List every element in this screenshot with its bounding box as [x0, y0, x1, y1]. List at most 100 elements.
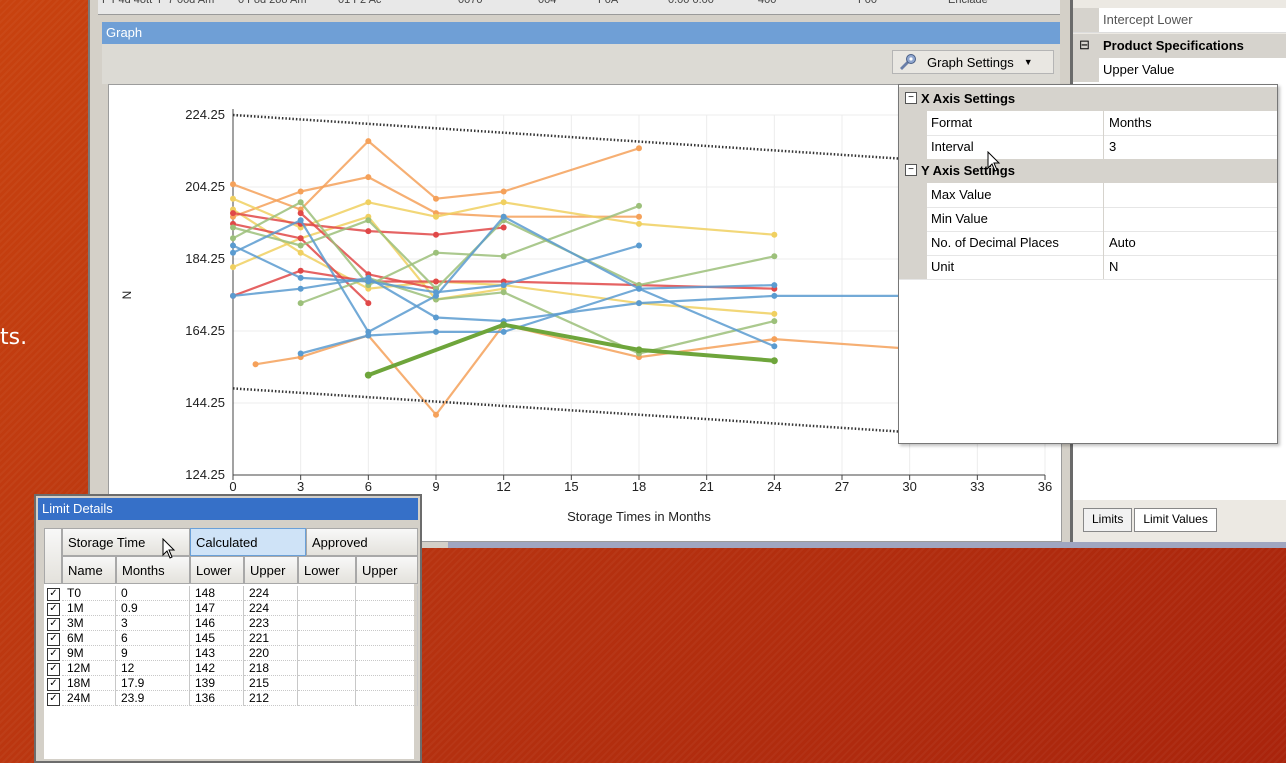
- cell-calc-lower[interactable]: 147: [190, 601, 244, 616]
- cell-appr-upper[interactable]: [356, 586, 418, 601]
- prop-row-intercept-lower[interactable]: Intercept Lower: [1073, 8, 1286, 33]
- cell-appr-upper[interactable]: [356, 601, 418, 616]
- cell-calc-upper[interactable]: 212: [244, 691, 298, 706]
- cell-appr-lower[interactable]: [298, 586, 356, 601]
- prop-row-interval[interactable]: Interval 3: [899, 135, 1277, 160]
- column-header-months[interactable]: Months: [116, 556, 190, 584]
- category-y-axis-settings[interactable]: − Y Axis Settings: [899, 159, 1277, 183]
- row-checkbox[interactable]: ✓: [47, 693, 60, 706]
- strip-cell: 0.00 0.00: [668, 0, 714, 6]
- unit-value[interactable]: N: [1109, 259, 1119, 274]
- group-header-calculated[interactable]: Calculated: [190, 528, 306, 556]
- collapse-toggle-icon[interactable]: ⊟: [1079, 37, 1090, 52]
- cell-months[interactable]: 0.9: [116, 601, 190, 616]
- cell-months[interactable]: 3: [116, 616, 190, 631]
- cell-calc-upper[interactable]: 224: [244, 586, 298, 601]
- collapse-toggle-icon[interactable]: −: [905, 164, 917, 176]
- prop-row-upper-value[interactable]: Upper Value: [1073, 58, 1286, 83]
- x-tick-label: 24: [767, 479, 781, 494]
- row-checkbox[interactable]: ✓: [47, 648, 60, 661]
- prop-row-decimal-places[interactable]: No. of Decimal Places Auto: [899, 231, 1277, 256]
- column-header-calc-lower[interactable]: Lower: [190, 556, 244, 584]
- cell-calc-lower[interactable]: 142: [190, 661, 244, 676]
- cell-appr-upper[interactable]: [356, 631, 418, 646]
- cell-months[interactable]: 17.9: [116, 676, 190, 691]
- cell-calc-upper[interactable]: 220: [244, 646, 298, 661]
- row-checkbox[interactable]: ✓: [47, 633, 60, 646]
- slide-text-fragment: ts.: [0, 325, 28, 350]
- cell-appr-upper[interactable]: [356, 691, 418, 706]
- prop-row-min-value[interactable]: Min Value: [899, 207, 1277, 232]
- category-x-axis-settings[interactable]: − X Axis Settings: [899, 87, 1277, 111]
- cell-calc-lower[interactable]: 145: [190, 631, 244, 646]
- cell-months[interactable]: 12: [116, 661, 190, 676]
- row-checkbox[interactable]: ✓: [47, 603, 60, 616]
- data-point: [297, 188, 304, 195]
- cell-calc-lower[interactable]: 136: [190, 691, 244, 706]
- cell-appr-upper[interactable]: [356, 646, 418, 661]
- decimal-places-value[interactable]: Auto: [1109, 235, 1136, 250]
- cell-name[interactable]: 3M: [62, 616, 116, 631]
- row-checkbox[interactable]: ✓: [47, 588, 60, 601]
- strip-cell: 0 Fod 2oo Am: [238, 0, 307, 6]
- cell-months[interactable]: 0: [116, 586, 190, 601]
- data-point: [771, 336, 778, 343]
- prop-label: Upper Value: [1103, 62, 1175, 77]
- graph-settings-button[interactable]: Graph Settings ▼: [892, 50, 1054, 74]
- cell-appr-lower[interactable]: [298, 616, 356, 631]
- cell-appr-lower[interactable]: [298, 691, 356, 706]
- cell-appr-lower[interactable]: [298, 661, 356, 676]
- data-point: [771, 231, 778, 238]
- cell-appr-upper[interactable]: [356, 616, 418, 631]
- column-header-appr-lower[interactable]: Lower: [298, 556, 356, 584]
- interval-value[interactable]: 3: [1109, 139, 1117, 154]
- column-header-calc-upper[interactable]: Upper: [244, 556, 298, 584]
- cell-name[interactable]: T0: [62, 586, 116, 601]
- cell-appr-lower[interactable]: [298, 646, 356, 661]
- x-tick-label: 36: [1038, 479, 1052, 494]
- tab-limits[interactable]: Limits: [1083, 508, 1133, 532]
- cell-appr-upper[interactable]: [356, 676, 418, 691]
- cell-name[interactable]: 12M: [62, 661, 116, 676]
- row-checkbox[interactable]: ✓: [47, 618, 60, 631]
- cell-months[interactable]: 9: [116, 646, 190, 661]
- format-value[interactable]: Months: [1109, 115, 1152, 130]
- prop-row-format[interactable]: Format Months: [899, 111, 1277, 136]
- strip-cell: 0070: [458, 0, 483, 6]
- lower-limit-line: [232, 387, 1046, 443]
- prop-row-max-value[interactable]: Max Value: [899, 183, 1277, 208]
- cell-name[interactable]: 6M: [62, 631, 116, 646]
- cell-months[interactable]: 6: [116, 631, 190, 646]
- cell-name[interactable]: 24M: [62, 691, 116, 706]
- cell-calc-upper[interactable]: 215: [244, 676, 298, 691]
- category-product-specifications[interactable]: ⊟ Product Specifications: [1073, 34, 1286, 58]
- x-tick-label: 21: [699, 479, 713, 494]
- cell-name[interactable]: 1M: [62, 601, 116, 616]
- cell-appr-lower[interactable]: [298, 631, 356, 646]
- column-header-appr-upper[interactable]: Upper: [356, 556, 418, 584]
- cell-calc-lower[interactable]: 146: [190, 616, 244, 631]
- cell-name[interactable]: 18M: [62, 676, 116, 691]
- cell-calc-upper[interactable]: 224: [244, 601, 298, 616]
- tab-limit-values[interactable]: Limit Values: [1134, 508, 1217, 532]
- cell-months[interactable]: 23.9: [116, 691, 190, 706]
- cell-calc-lower[interactable]: 139: [190, 676, 244, 691]
- cell-calc-upper[interactable]: 218: [244, 661, 298, 676]
- cell-calc-upper[interactable]: 223: [244, 616, 298, 631]
- row-checkbox[interactable]: ✓: [47, 678, 60, 691]
- cell-calc-lower[interactable]: 148: [190, 586, 244, 601]
- cell-appr-upper[interactable]: [356, 661, 418, 676]
- cell-appr-lower[interactable]: [298, 676, 356, 691]
- cell-calc-upper[interactable]: 221: [244, 631, 298, 646]
- cell-name[interactable]: 9M: [62, 646, 116, 661]
- cell-calc-lower[interactable]: 143: [190, 646, 244, 661]
- row-checkbox[interactable]: ✓: [47, 663, 60, 676]
- data-point: [636, 145, 642, 152]
- group-header-approved[interactable]: Approved: [306, 528, 418, 556]
- x-tick-label: 3: [297, 479, 304, 494]
- column-header-name[interactable]: Name: [62, 556, 116, 584]
- x-tick-label: 27: [835, 479, 849, 494]
- collapse-toggle-icon[interactable]: −: [905, 92, 917, 104]
- prop-row-unit[interactable]: Unit N: [899, 255, 1277, 280]
- cell-appr-lower[interactable]: [298, 601, 356, 616]
